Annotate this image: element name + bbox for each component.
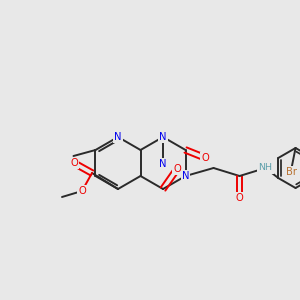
Text: O: O (236, 193, 243, 203)
Text: NH: NH (259, 164, 272, 172)
Text: O: O (70, 158, 78, 168)
Text: O: O (202, 153, 209, 163)
Text: N: N (159, 159, 167, 169)
Text: N: N (114, 132, 122, 142)
Text: O: O (173, 164, 181, 174)
Text: O: O (78, 186, 86, 196)
Text: N: N (182, 171, 189, 181)
Text: N: N (159, 132, 167, 142)
Text: Br: Br (286, 167, 297, 177)
